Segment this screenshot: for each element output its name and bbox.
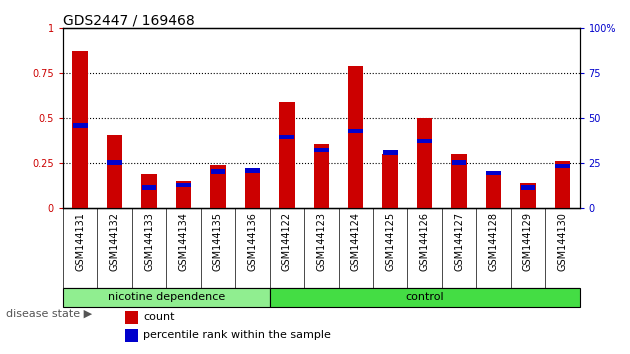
Bar: [348, 66, 364, 209]
Text: GSM144135: GSM144135: [213, 212, 223, 271]
Bar: [107, 160, 122, 165]
Text: GSM144129: GSM144129: [523, 212, 533, 271]
Bar: [125, 329, 138, 342]
Bar: [554, 161, 570, 209]
Text: GSM144125: GSM144125: [385, 212, 395, 272]
Bar: [314, 144, 329, 209]
Bar: [520, 183, 536, 209]
Bar: [176, 183, 191, 187]
Bar: [348, 129, 363, 133]
Text: count: count: [143, 313, 175, 322]
Bar: [63, 287, 270, 307]
Bar: [452, 160, 466, 165]
Bar: [279, 102, 295, 209]
Bar: [125, 311, 138, 324]
Text: nicotine dependence: nicotine dependence: [108, 292, 225, 302]
Text: GSM144122: GSM144122: [282, 212, 292, 272]
Bar: [244, 169, 260, 209]
Bar: [520, 185, 536, 190]
Bar: [382, 154, 398, 209]
Bar: [72, 51, 88, 209]
Text: GSM144124: GSM144124: [351, 212, 361, 271]
Text: GSM144123: GSM144123: [316, 212, 326, 271]
Text: GSM144132: GSM144132: [110, 212, 120, 271]
Bar: [555, 164, 570, 168]
Text: GSM144130: GSM144130: [558, 212, 568, 271]
Text: disease state ▶: disease state ▶: [6, 308, 93, 318]
Bar: [141, 174, 157, 209]
Text: GSM144126: GSM144126: [420, 212, 430, 271]
Bar: [280, 135, 294, 139]
Bar: [210, 165, 226, 209]
Bar: [314, 148, 329, 152]
Bar: [107, 135, 122, 209]
Bar: [417, 118, 432, 209]
Text: GSM144127: GSM144127: [454, 212, 464, 272]
Text: GSM144128: GSM144128: [488, 212, 498, 271]
Bar: [270, 287, 580, 307]
Bar: [486, 171, 501, 176]
Text: GSM144134: GSM144134: [178, 212, 188, 271]
Text: GSM144131: GSM144131: [75, 212, 85, 271]
Bar: [176, 181, 192, 209]
Bar: [142, 185, 156, 190]
Bar: [383, 150, 398, 155]
Text: GSM144136: GSM144136: [248, 212, 258, 271]
Bar: [210, 169, 226, 174]
Text: control: control: [405, 292, 444, 302]
Bar: [417, 138, 432, 143]
Text: GSM144133: GSM144133: [144, 212, 154, 271]
Bar: [451, 154, 467, 209]
Text: GDS2447 / 169468: GDS2447 / 169468: [63, 13, 195, 27]
Bar: [73, 123, 88, 128]
Text: percentile rank within the sample: percentile rank within the sample: [143, 330, 331, 341]
Bar: [486, 171, 501, 209]
Bar: [245, 168, 260, 173]
